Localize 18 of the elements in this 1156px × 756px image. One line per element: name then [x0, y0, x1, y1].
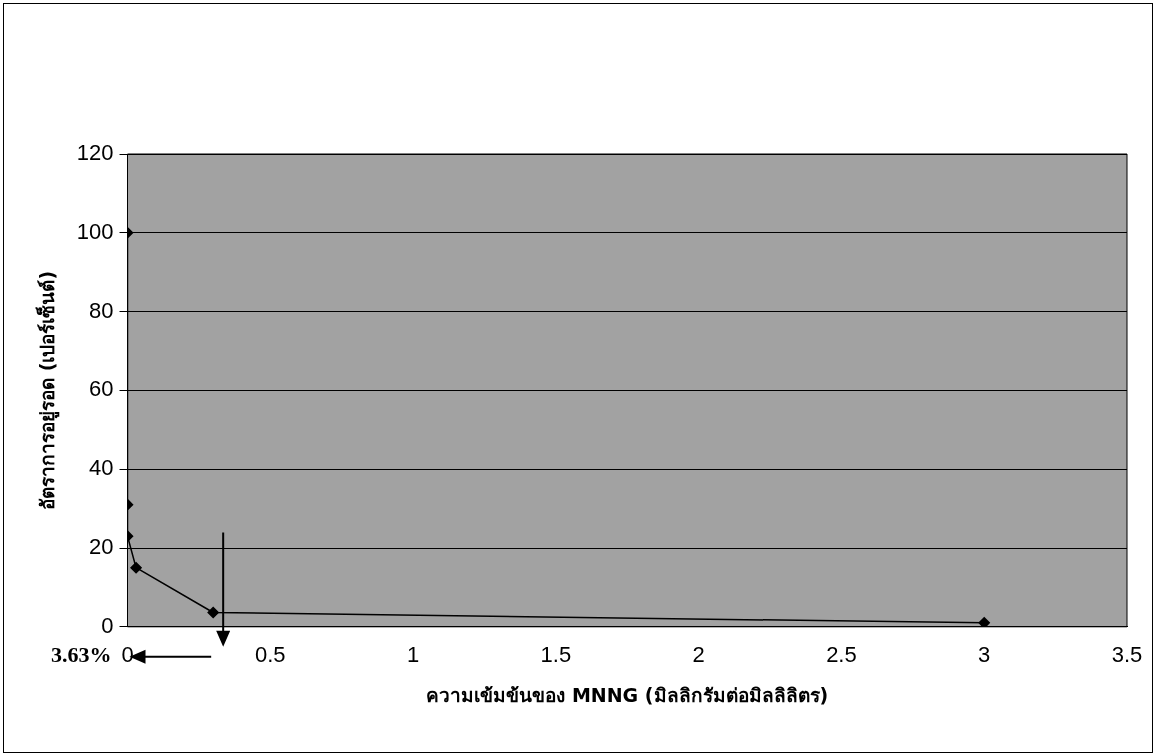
- y-tick-label: 120: [76, 140, 114, 166]
- text: 3.63%: [51, 642, 112, 668]
- x-tick-label: 3: [978, 642, 991, 668]
- y-tick-label: 20: [89, 534, 114, 560]
- y-tick-label: 80: [89, 297, 114, 323]
- y-tick-label: 60: [89, 376, 114, 402]
- y-axis-title: อัตราการอยู่รอด (เปอร์เซ็นต์): [35, 270, 61, 510]
- x-tick-label: 2.5: [826, 642, 857, 668]
- y-tick-label: 100: [76, 218, 114, 244]
- x-tick-label: 1: [406, 642, 420, 668]
- x-axis-title: ความเข้มข้นของ MNNG (มิลลิกรัมต่อมิลลิลิตร): [426, 683, 829, 706]
- x-tick-label: 2: [692, 642, 705, 668]
- x-tick-label: 3.5: [1111, 642, 1143, 668]
- y-tick-label: 0: [101, 612, 114, 638]
- x-tick-label: 0: [121, 642, 134, 668]
- x-tick-label: 1.5: [540, 642, 572, 668]
- y-tick-label: 40: [89, 455, 114, 481]
- x-tick-label: 0.5: [254, 642, 286, 668]
